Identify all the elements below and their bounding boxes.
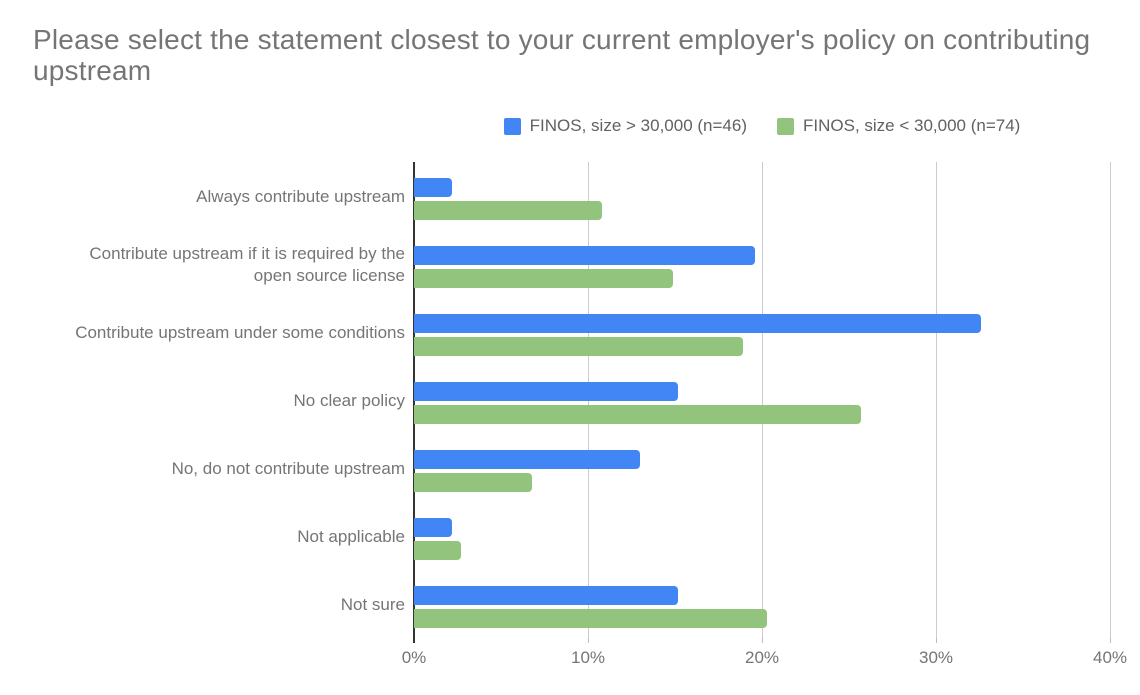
- bar-group: [414, 246, 1110, 288]
- bar: [414, 586, 679, 605]
- category-label-text: No clear policy: [293, 391, 406, 410]
- chart-row: No clear policy: [0, 366, 1140, 434]
- category-label: Always contribute upstream: [0, 172, 405, 222]
- x-axis-tick: [762, 638, 763, 643]
- bar-group: [414, 314, 1110, 356]
- bar: [414, 178, 453, 197]
- category-label: No, do not contribute upstream: [0, 444, 405, 494]
- bar: [414, 473, 533, 492]
- bar: [414, 450, 641, 469]
- legend-item-blue: FINOS, size > 30,000 (n=46): [503, 116, 747, 136]
- bar: [414, 201, 602, 220]
- bar-group: [414, 178, 1110, 220]
- x-axis-tick: [413, 638, 415, 643]
- chart-row: Contribute upstream under some condition…: [0, 298, 1140, 366]
- category-label-text: Not applicable: [297, 527, 405, 546]
- bar: [414, 518, 453, 537]
- legend-label: FINOS, size < 30,000 (n=74): [803, 116, 1021, 135]
- x-axis-tick: [588, 638, 589, 643]
- category-label: Contribute upstream if it is required by…: [0, 240, 405, 290]
- x-tick-label: 20%: [744, 648, 780, 667]
- bar: [414, 405, 862, 424]
- category-label: Contribute upstream under some condition…: [0, 308, 405, 358]
- x-tick-label: 30%: [918, 648, 954, 667]
- rows-layer: Always contribute upstream Contribute ups…: [0, 162, 1140, 638]
- x-axis-tick: [936, 638, 937, 643]
- bar: [414, 609, 768, 628]
- x-tick-label: 0%: [401, 648, 427, 667]
- bar: [414, 246, 756, 265]
- bar: [414, 337, 743, 356]
- chart-title: Please select the statement closest to y…: [33, 24, 1091, 86]
- legend: FINOS, size > 30,000 (n=46) FINOS, size …: [414, 116, 1110, 136]
- legend-label: FINOS, size > 30,000 (n=46): [529, 116, 747, 135]
- bar-group: [414, 518, 1110, 560]
- chart-row: No, do not contribute upstream: [0, 434, 1140, 502]
- bar: [414, 382, 679, 401]
- x-axis-tick: [1110, 638, 1111, 643]
- bar-group: [414, 450, 1110, 492]
- bar-group: [414, 586, 1110, 628]
- category-label-text: Not sure: [340, 595, 405, 614]
- bar: [414, 314, 982, 333]
- x-tick-label: 40%: [1092, 648, 1128, 667]
- gridline: [762, 162, 763, 638]
- gridline: [936, 162, 937, 638]
- category-label-text: Contribute upstream if it is required by…: [89, 244, 405, 285]
- gridline: [1110, 162, 1111, 638]
- bar: [414, 269, 674, 288]
- x-tick-label: 10%: [570, 648, 606, 667]
- chart-row: Contribute upstream if it is required by…: [0, 230, 1140, 298]
- category-label-text: Contribute upstream under some condition…: [75, 323, 405, 342]
- chart-row: Not sure: [0, 570, 1140, 638]
- x-axis: 0% 10% 20% 30% 40%: [0, 638, 1140, 688]
- chart-row: Always contribute upstream: [0, 162, 1140, 230]
- category-label: No clear policy: [0, 376, 406, 426]
- category-label-text: Always contribute upstream: [196, 187, 405, 206]
- legend-swatch: [777, 117, 794, 135]
- legend-swatch: [503, 117, 521, 135]
- category-label-text: No, do not contribute upstream: [171, 459, 405, 478]
- legend-item-green: FINOS, size < 30,000 (n=74): [777, 116, 1020, 136]
- category-label: Not applicable: [0, 512, 405, 562]
- bar: [414, 541, 461, 560]
- bar-group: [414, 382, 1110, 424]
- chart-row: Not applicable: [0, 502, 1140, 570]
- category-label: Not sure: [0, 580, 405, 630]
